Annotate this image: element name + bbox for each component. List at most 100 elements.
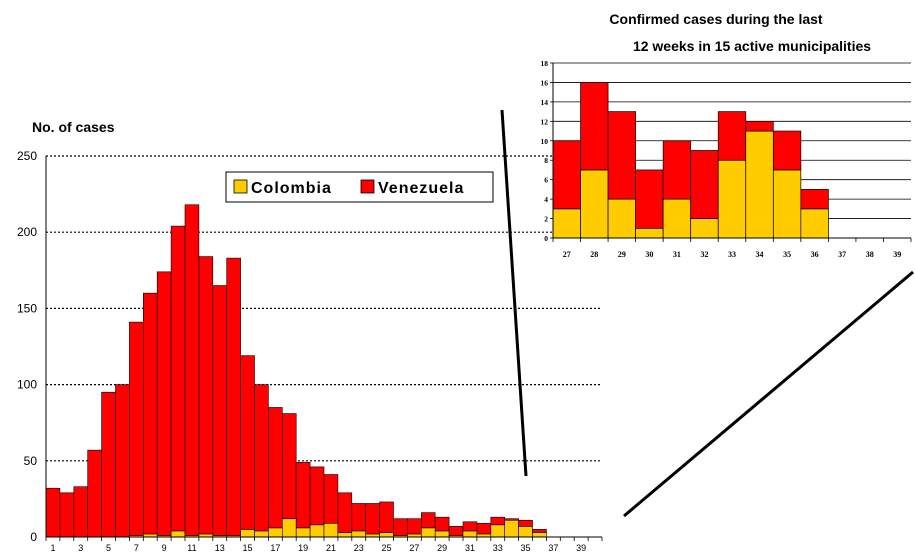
bar-colombia-16 (254, 530, 269, 538)
main-y-tick-labels: 0 50 100 150 200 250 (17, 149, 37, 544)
inset-x-tick-label: 39 (893, 250, 901, 259)
inset-bars (552, 82, 829, 239)
bar-venezuela-26 (393, 518, 408, 536)
bar-venezuela-20 (309, 466, 325, 526)
bar-venezuela-8 (143, 292, 158, 535)
main-axes (45, 156, 603, 541)
x-tick-label: 5 (106, 543, 111, 553)
inset-y-tick-label: 14 (541, 98, 549, 107)
x-tick-label: 23 (354, 543, 364, 553)
inset-x-tick-label: 32 (700, 250, 708, 259)
inset-bar-venezuela-29 (607, 111, 636, 200)
bar-colombia-29 (434, 530, 450, 538)
main-bars (45, 204, 547, 538)
inset-x-tick-label: 28 (590, 250, 598, 259)
legend-swatch-colombia (233, 179, 248, 194)
y-tick-label: 100 (17, 378, 37, 392)
inset-y-tick-label: 2 (544, 215, 548, 224)
bar-venezuela-17 (268, 407, 283, 529)
bar-colombia-20 (309, 524, 325, 538)
inset-bar-venezuela-32 (690, 150, 719, 219)
bar-venezuela-23 (351, 503, 366, 532)
x-tick-label: 21 (326, 543, 336, 553)
bar-colombia-17 (268, 527, 283, 538)
inset-bar-colombia-32 (690, 218, 719, 239)
bar-venezuela-9 (156, 271, 172, 536)
bar-venezuela-7 (129, 321, 144, 536)
x-tick-label: 39 (576, 543, 586, 553)
x-tick-label: 11 (187, 543, 196, 553)
bar-colombia-22 (337, 532, 353, 538)
bar-venezuela-13 (212, 285, 228, 536)
bar-venezuela-18 (281, 413, 297, 520)
bar-colombia-31 (462, 530, 478, 538)
bar-colombia-33 (490, 524, 505, 538)
y-tick-label: 200 (17, 225, 37, 239)
inset-y-tick-label: 10 (541, 137, 549, 146)
x-tick-label: 37 (548, 543, 558, 553)
inset-title-line-2: 12 weeks in 15 active municipalities (633, 38, 871, 54)
inset-x-tick-label: 35 (783, 250, 791, 259)
bar-colombia-15 (240, 529, 255, 538)
inset-y-tick-label: 6 (544, 176, 548, 185)
inset-x-tick-label: 34 (756, 250, 764, 259)
bar-venezuela-36 (532, 529, 547, 533)
inset-y-tick-labels: 0 2 4 6 8 10 12 14 16 18 (541, 59, 549, 243)
inset-x-tick-label: 31 (673, 250, 681, 259)
x-tick-label: 3 (78, 543, 83, 553)
x-tick-label: 31 (465, 543, 475, 553)
bar-venezuela-10 (170, 225, 186, 532)
bar-venezuela-12 (198, 256, 214, 535)
inset-axes (550, 62, 912, 242)
y-tick-label: 150 (17, 301, 37, 315)
inset-bar-colombia-34 (745, 130, 774, 239)
inset-y-tick-label: 8 (544, 156, 548, 165)
bar-venezuela-24 (365, 503, 380, 535)
bar-venezuela-14 (226, 257, 241, 536)
y-tick-label: 50 (24, 454, 38, 468)
inset-y-tick-label: 16 (541, 78, 549, 87)
y-tick-label: 0 (30, 530, 37, 544)
bar-colombia-28 (420, 527, 436, 538)
bar-venezuela-31 (462, 521, 478, 532)
inset-bar-venezuela-33 (717, 111, 747, 161)
bar-colombia-34 (504, 519, 519, 538)
bar-venezuela-22 (337, 492, 353, 533)
inset-x-tick-label: 38 (866, 250, 874, 259)
inset-x-tick-label: 29 (618, 250, 626, 259)
bar-venezuela-5 (101, 391, 116, 538)
legend: Colombia Venezuela (225, 171, 494, 203)
bar-venezuela-2 (59, 492, 75, 538)
x-tick-label: 9 (162, 543, 167, 553)
bar-colombia-10 (170, 530, 186, 538)
bar-venezuela-27 (407, 518, 422, 535)
inset-y-tick-label: 12 (541, 117, 549, 126)
inset-x-tick-label: 37 (838, 250, 846, 259)
inset-bar-colombia-29 (607, 198, 636, 239)
bar-colombia-25 (379, 532, 394, 538)
bar-venezuela-11 (184, 204, 200, 536)
x-tick-label: 19 (298, 543, 308, 553)
inset-bar-venezuela-36 (800, 189, 829, 210)
inset-x-tick-label: 33 (728, 250, 736, 259)
bar-venezuela-30 (448, 526, 464, 536)
inset-bar-venezuela-28 (580, 82, 609, 171)
inset-title-line-1: Confirmed cases during the last (609, 11, 822, 27)
inset-bar-venezuela-31 (662, 140, 692, 200)
x-tick-label: 33 (493, 543, 503, 553)
y-tick-label: 250 (17, 149, 37, 163)
bar-venezuela-21 (323, 474, 339, 524)
inset-bar-venezuela-27 (552, 140, 581, 210)
inset-x-tick-label: 27 (563, 250, 571, 259)
legend-label-colombia: Colombia (251, 180, 332, 197)
bar-venezuela-33 (490, 516, 505, 526)
connector-line-left (500, 109, 528, 477)
bar-venezuela-28 (420, 512, 436, 529)
bar-colombia-35 (518, 526, 533, 538)
bar-venezuela-4 (87, 449, 102, 538)
x-tick-label: 7 (134, 543, 139, 553)
bar-venezuela-15 (240, 355, 255, 530)
inset-bar-colombia-28 (580, 169, 609, 239)
legend-swatch-venezuela (360, 179, 375, 194)
bar-venezuela-16 (254, 384, 269, 532)
